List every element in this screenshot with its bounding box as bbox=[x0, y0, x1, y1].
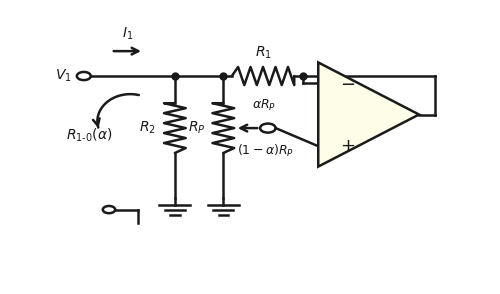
Text: $R_1$: $R_1$ bbox=[254, 45, 272, 61]
Text: $I_1$: $I_1$ bbox=[122, 26, 133, 42]
Text: $(1-\alpha)R_P$: $(1-\alpha)R_P$ bbox=[238, 143, 294, 159]
Polygon shape bbox=[318, 62, 419, 167]
Text: $V_1$: $V_1$ bbox=[56, 68, 72, 84]
Text: $R_{1\text{-}0}(\alpha)$: $R_{1\text{-}0}(\alpha)$ bbox=[66, 126, 113, 143]
Text: $R_2$: $R_2$ bbox=[140, 120, 156, 136]
Text: $R_P$: $R_P$ bbox=[188, 120, 206, 136]
Text: $-$: $-$ bbox=[340, 74, 354, 92]
Text: $\alpha R_P$: $\alpha R_P$ bbox=[252, 98, 276, 113]
Text: $+$: $+$ bbox=[340, 137, 354, 155]
